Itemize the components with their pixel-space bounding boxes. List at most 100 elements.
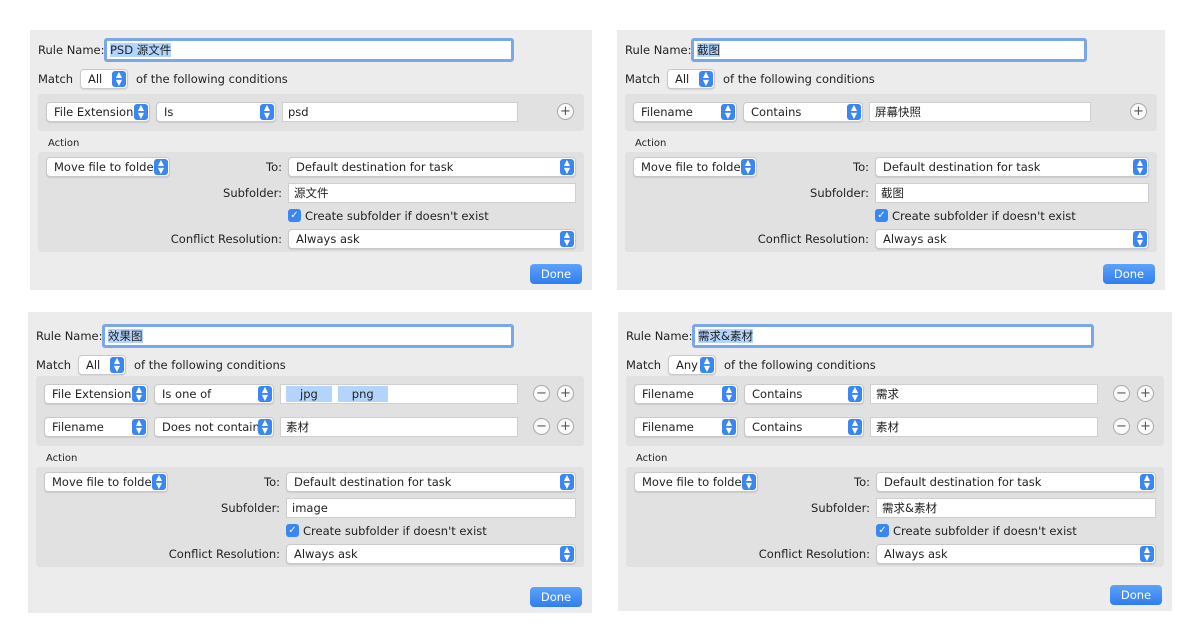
subfolder-field[interactable]: 源文件 [288,183,576,203]
rule-name: PSD 源文件 [110,43,172,57]
to-label: To: [854,475,870,489]
create-subfolder-label: Create subfolder if doesn't exist [892,209,1076,223]
stepper: ▲ ▼ [560,546,574,562]
match-suffix: of the following conditions [723,72,875,86]
conflict-select[interactable]: Always ask ▲ ▼ [875,229,1149,249]
stepper: ▲ ▼ [721,104,735,120]
field-select[interactable]: Filename ▲ ▼ [634,384,738,404]
to-label: To: [853,160,869,174]
rule-name: 效果图 [108,329,143,343]
to-select[interactable]: Default destination for task ▲ ▼ [876,472,1156,492]
rule-name-input[interactable]: 效果图 [102,324,514,348]
field-select[interactable]: Filename ▲ ▼ [44,417,148,437]
checkbox[interactable]: ✓ [876,524,889,537]
action-label: Action [636,453,668,464]
done-button[interactable]: Done [530,587,582,607]
match-select[interactable]: Any ▲ ▼ [668,355,716,375]
stepper: ▲ ▼ [110,357,124,373]
stepper: ▲ ▼ [560,159,574,175]
field-select[interactable]: File Extension ▲ ▼ [44,384,148,404]
add-button[interactable]: + [1137,418,1154,435]
stepper: ▲ ▼ [847,104,861,120]
match-label: Match [38,72,74,86]
subfolder-field[interactable]: 截图 [875,183,1149,203]
match-select[interactable]: All ▲ ▼ [667,69,715,89]
match-select[interactable]: All ▲ ▼ [78,355,126,375]
add-button[interactable]: + [1137,385,1154,402]
value-field[interactable]: 素材 [280,417,518,437]
action-select[interactable]: Move file to folder ▲ ▼ [44,472,168,492]
subfolder-field[interactable]: image [286,498,576,518]
subfolder-label: Subfolder: [223,186,282,200]
value-field[interactable]: jpg png [280,384,518,404]
rule-name-input[interactable]: 截图 [691,38,1087,62]
checkbox[interactable]: ✓ [288,209,301,222]
match-label: Match [626,358,662,372]
add-button[interactable]: + [1130,103,1147,120]
done-button[interactable]: Done [1110,585,1162,605]
stepper: ▲ ▼ [260,104,274,120]
checkbox[interactable]: ✓ [286,524,299,537]
conflict-select[interactable]: Always ask ▲ ▼ [876,544,1156,564]
field-select[interactable]: Filename ▲ ▼ [634,417,738,437]
value-field[interactable]: 素材 [870,417,1098,437]
remove-button[interactable]: − [533,418,550,435]
add-button[interactable]: + [557,385,574,402]
add-button[interactable]: + [557,103,574,120]
operator-select[interactable]: Is one of ▲ ▼ [154,384,274,404]
stepper: ▲ ▼ [132,386,146,402]
stepper: ▲ ▼ [560,474,574,490]
to-select[interactable]: Default destination for task ▲ ▼ [875,157,1149,177]
value-field[interactable]: 屏幕快照 [869,102,1091,122]
action-select[interactable]: Move file to folder ▲ ▼ [46,157,170,177]
field-select[interactable]: File Extension ▲ ▼ [46,102,150,122]
match-suffix: of the following conditions [724,358,876,372]
subfolder-field[interactable]: 需求&素材 [876,498,1156,518]
conflict-select[interactable]: Always ask ▲ ▼ [286,544,576,564]
to-select[interactable]: Default destination for task ▲ ▼ [286,472,576,492]
operator-select[interactable]: Contains ▲ ▼ [744,417,864,437]
stepper: ▲ ▼ [134,104,148,120]
done-button[interactable]: Done [1103,264,1155,284]
rule-name-input[interactable]: 需求&素材 [692,324,1094,348]
stepper: ▲ ▼ [112,71,126,87]
checkbox[interactable]: ✓ [875,209,888,222]
action-select[interactable]: Move file to folder ▲ ▼ [634,472,758,492]
stepper: ▲ ▼ [560,231,574,247]
stepper: ▲ ▼ [722,419,736,435]
field-select[interactable]: Filename ▲ ▼ [633,102,737,122]
operator-select[interactable]: Is ▲ ▼ [156,102,276,122]
match-suffix: of the following conditions [134,358,286,372]
rule-panel: Rule Name: 需求&素材 Match Any ▲ ▼ of the followin… [618,312,1172,611]
rule-name-label: Rule Name: [626,329,693,343]
rule-name: 截图 [697,43,720,57]
rule-name-input[interactable]: PSD 源文件 [104,38,514,62]
done-button[interactable]: Done [530,264,582,284]
value-field[interactable]: psd [282,102,518,122]
operator-select[interactable]: Contains ▲ ▼ [744,384,864,404]
match-select[interactable]: All ▲ ▼ [80,69,128,89]
conflict-select[interactable]: Always ask ▲ ▼ [288,229,576,249]
operator-select[interactable]: Does not contain ▲ ▼ [154,417,274,437]
tag: jpg [286,386,332,402]
stepper: ▲ ▼ [1140,474,1154,490]
match-label: Match [625,72,661,86]
operator-select[interactable]: Contains ▲ ▼ [743,102,863,122]
action-label: Action [48,138,80,149]
rule-panel: Rule Name: 截图 Match All ▲ ▼ of the following c… [617,30,1165,290]
add-button[interactable]: + [557,418,574,435]
remove-button[interactable]: − [533,385,550,402]
match-suffix: of the following conditions [136,72,288,86]
stepper: ▲ ▼ [132,419,146,435]
value-field[interactable]: 需求 [870,384,1098,404]
to-select[interactable]: Default destination for task ▲ ▼ [288,157,576,177]
rule-name-label: Rule Name: [38,43,105,57]
stepper: ▲ ▼ [154,159,168,175]
remove-button[interactable]: − [1113,385,1130,402]
subfolder-label: Subfolder: [811,501,870,515]
action-select[interactable]: Move file to folder ▲ ▼ [633,157,757,177]
rule-name-label: Rule Name: [625,43,692,57]
remove-button[interactable]: − [1113,418,1130,435]
rule-name-label: Rule Name: [36,329,103,343]
